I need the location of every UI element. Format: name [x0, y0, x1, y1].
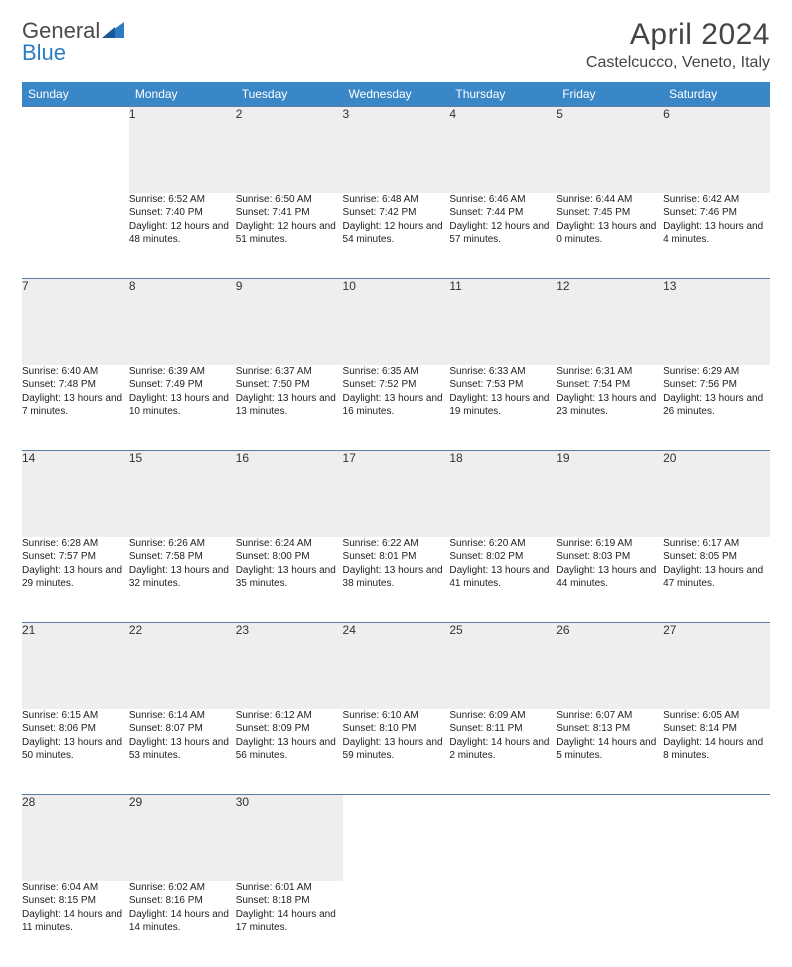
- weekday-header: Tuesday: [236, 82, 343, 107]
- day-detail-cell: Sunrise: 6:52 AMSunset: 7:40 PMDaylight:…: [129, 193, 236, 279]
- location-subtitle: Castelcucco, Veneto, Italy: [586, 54, 770, 72]
- day-number-cell: [663, 795, 770, 881]
- day-detail-row: Sunrise: 6:52 AMSunset: 7:40 PMDaylight:…: [22, 193, 770, 279]
- day-detail-cell: Sunrise: 6:17 AMSunset: 8:05 PMDaylight:…: [663, 537, 770, 623]
- day-number-cell: 19: [556, 451, 663, 537]
- day-number-cell: 1: [129, 107, 236, 193]
- day-detail-cell: Sunrise: 6:31 AMSunset: 7:54 PMDaylight:…: [556, 365, 663, 451]
- day-detail-cell: Sunrise: 6:07 AMSunset: 8:13 PMDaylight:…: [556, 709, 663, 795]
- day-detail-cell: Sunrise: 6:10 AMSunset: 8:10 PMDaylight:…: [343, 709, 450, 795]
- day-detail-cell: Sunrise: 6:46 AMSunset: 7:44 PMDaylight:…: [449, 193, 556, 279]
- day-number-row: 78910111213: [22, 279, 770, 365]
- day-detail-cell: Sunrise: 6:44 AMSunset: 7:45 PMDaylight:…: [556, 193, 663, 279]
- day-number-cell: 8: [129, 279, 236, 365]
- day-number-cell: 28: [22, 795, 129, 881]
- day-detail-cell: Sunrise: 6:22 AMSunset: 8:01 PMDaylight:…: [343, 537, 450, 623]
- day-detail-cell: Sunrise: 6:37 AMSunset: 7:50 PMDaylight:…: [236, 365, 343, 451]
- day-detail-cell: Sunrise: 6:05 AMSunset: 8:14 PMDaylight:…: [663, 709, 770, 795]
- day-number-cell: [343, 795, 450, 881]
- weekday-header: Thursday: [449, 82, 556, 107]
- day-number-cell: 26: [556, 623, 663, 709]
- day-number-cell: 17: [343, 451, 450, 537]
- day-detail-cell: Sunrise: 6:09 AMSunset: 8:11 PMDaylight:…: [449, 709, 556, 795]
- day-number-cell: 29: [129, 795, 236, 881]
- day-detail-row: Sunrise: 6:28 AMSunset: 7:57 PMDaylight:…: [22, 537, 770, 623]
- day-detail-cell: Sunrise: 6:24 AMSunset: 8:00 PMDaylight:…: [236, 537, 343, 623]
- day-number-cell: [22, 107, 129, 193]
- day-detail-cell: Sunrise: 6:01 AMSunset: 8:18 PMDaylight:…: [236, 881, 343, 967]
- day-detail-cell: Sunrise: 6:26 AMSunset: 7:58 PMDaylight:…: [129, 537, 236, 623]
- day-number-row: 14151617181920: [22, 451, 770, 537]
- header: GeneralBlue April 2024 Castelcucco, Vene…: [22, 18, 770, 72]
- day-number-cell: 5: [556, 107, 663, 193]
- day-number-cell: 11: [449, 279, 556, 365]
- day-detail-cell: [449, 881, 556, 967]
- day-number-cell: 16: [236, 451, 343, 537]
- day-detail-cell: Sunrise: 6:33 AMSunset: 7:53 PMDaylight:…: [449, 365, 556, 451]
- day-detail-cell: [343, 881, 450, 967]
- day-detail-row: Sunrise: 6:15 AMSunset: 8:06 PMDaylight:…: [22, 709, 770, 795]
- day-detail-cell: Sunrise: 6:20 AMSunset: 8:02 PMDaylight:…: [449, 537, 556, 623]
- day-detail-cell: Sunrise: 6:39 AMSunset: 7:49 PMDaylight:…: [129, 365, 236, 451]
- day-detail-cell: Sunrise: 6:28 AMSunset: 7:57 PMDaylight:…: [22, 537, 129, 623]
- title-block: April 2024 Castelcucco, Veneto, Italy: [586, 18, 770, 72]
- day-number-cell: [556, 795, 663, 881]
- day-number-cell: 21: [22, 623, 129, 709]
- logo-triangle-icon: [102, 18, 124, 44]
- day-detail-cell: Sunrise: 6:04 AMSunset: 8:15 PMDaylight:…: [22, 881, 129, 967]
- day-number-cell: 7: [22, 279, 129, 365]
- day-number-cell: 27: [663, 623, 770, 709]
- day-number-cell: 2: [236, 107, 343, 193]
- day-detail-row: Sunrise: 6:04 AMSunset: 8:15 PMDaylight:…: [22, 881, 770, 967]
- day-detail-cell: Sunrise: 6:02 AMSunset: 8:16 PMDaylight:…: [129, 881, 236, 967]
- day-number-cell: 22: [129, 623, 236, 709]
- day-number-cell: 18: [449, 451, 556, 537]
- weekday-header: Saturday: [663, 82, 770, 107]
- day-number-cell: 30: [236, 795, 343, 881]
- calendar-table: Sunday Monday Tuesday Wednesday Thursday…: [22, 82, 770, 967]
- day-detail-cell: [663, 881, 770, 967]
- day-detail-cell: Sunrise: 6:14 AMSunset: 8:07 PMDaylight:…: [129, 709, 236, 795]
- day-number-cell: [449, 795, 556, 881]
- day-number-cell: 20: [663, 451, 770, 537]
- day-detail-cell: [22, 193, 129, 279]
- day-detail-cell: Sunrise: 6:29 AMSunset: 7:56 PMDaylight:…: [663, 365, 770, 451]
- day-detail-cell: Sunrise: 6:15 AMSunset: 8:06 PMDaylight:…: [22, 709, 129, 795]
- weekday-header: Sunday: [22, 82, 129, 107]
- day-number-cell: 23: [236, 623, 343, 709]
- weekday-header: Wednesday: [343, 82, 450, 107]
- weekday-header: Friday: [556, 82, 663, 107]
- day-number-cell: 13: [663, 279, 770, 365]
- day-detail-row: Sunrise: 6:40 AMSunset: 7:48 PMDaylight:…: [22, 365, 770, 451]
- day-number-row: 282930: [22, 795, 770, 881]
- day-number-cell: 10: [343, 279, 450, 365]
- day-number-cell: 6: [663, 107, 770, 193]
- day-detail-cell: Sunrise: 6:50 AMSunset: 7:41 PMDaylight:…: [236, 193, 343, 279]
- day-number-cell: 9: [236, 279, 343, 365]
- day-detail-cell: Sunrise: 6:40 AMSunset: 7:48 PMDaylight:…: [22, 365, 129, 451]
- day-number-cell: 25: [449, 623, 556, 709]
- day-detail-cell: Sunrise: 6:35 AMSunset: 7:52 PMDaylight:…: [343, 365, 450, 451]
- day-number-cell: 14: [22, 451, 129, 537]
- logo-text-blue: Blue: [22, 40, 66, 65]
- day-number-cell: 12: [556, 279, 663, 365]
- day-number-cell: 24: [343, 623, 450, 709]
- day-detail-cell: [556, 881, 663, 967]
- day-detail-cell: Sunrise: 6:48 AMSunset: 7:42 PMDaylight:…: [343, 193, 450, 279]
- day-number-cell: 15: [129, 451, 236, 537]
- day-detail-cell: Sunrise: 6:19 AMSunset: 8:03 PMDaylight:…: [556, 537, 663, 623]
- day-number-cell: 3: [343, 107, 450, 193]
- day-number-row: 21222324252627: [22, 623, 770, 709]
- day-number-row: 123456: [22, 107, 770, 193]
- day-detail-cell: Sunrise: 6:12 AMSunset: 8:09 PMDaylight:…: [236, 709, 343, 795]
- weekday-header: Monday: [129, 82, 236, 107]
- page-title: April 2024: [586, 18, 770, 52]
- day-detail-cell: Sunrise: 6:42 AMSunset: 7:46 PMDaylight:…: [663, 193, 770, 279]
- logo: GeneralBlue: [22, 18, 124, 66]
- day-number-cell: 4: [449, 107, 556, 193]
- weekday-header-row: Sunday Monday Tuesday Wednesday Thursday…: [22, 82, 770, 107]
